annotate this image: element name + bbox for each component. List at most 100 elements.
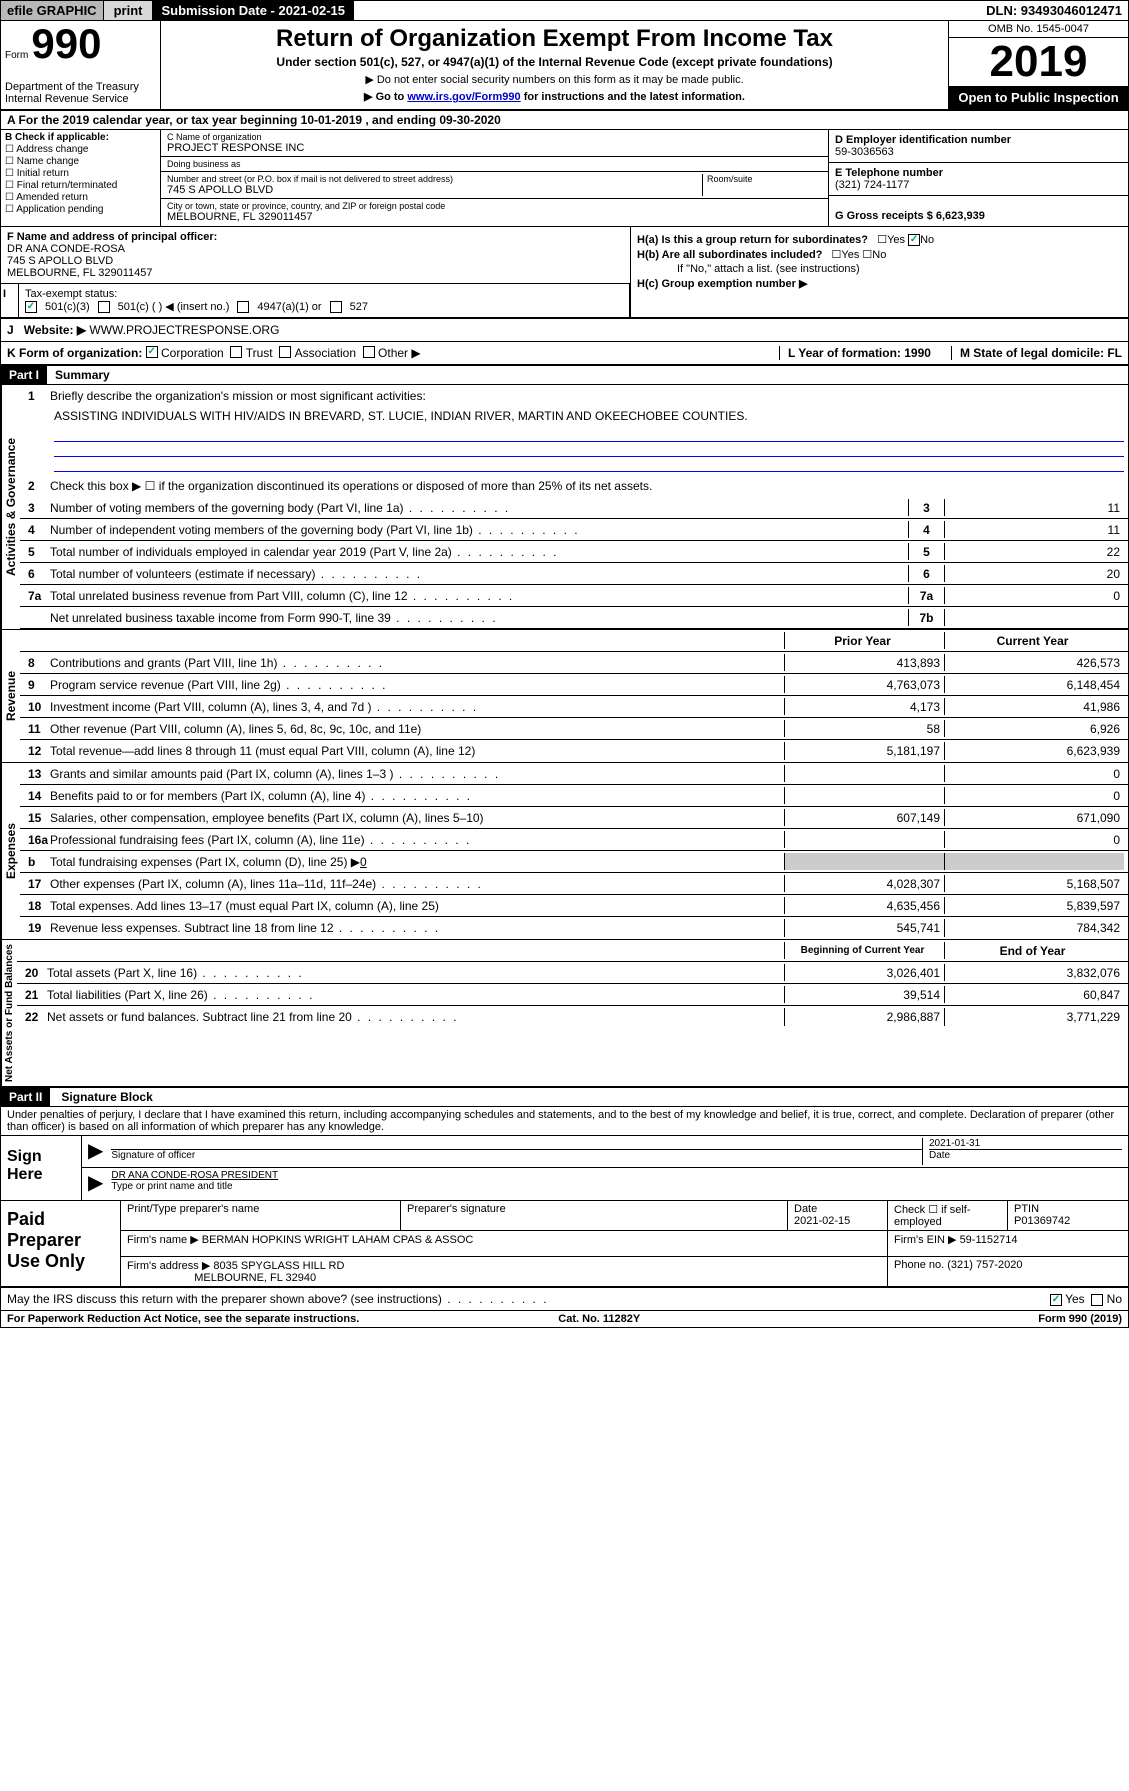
form-subtitle: Under section 501(c), 527, or 4947(a)(1)…	[169, 55, 940, 69]
l10: Investment income (Part VIII, column (A)…	[50, 700, 784, 714]
part1-tag: Part I	[1, 366, 47, 384]
section-c: C Name of organization PROJECT RESPONSE …	[161, 130, 828, 226]
hb-label: H(b) Are all subordinates included?	[637, 249, 822, 261]
l16b: Total fundraising expenses (Part IX, col…	[50, 855, 784, 869]
addr-label: Number and street (or P.O. box if mail i…	[167, 174, 702, 184]
chk-final-return[interactable]: ☐ Final return/terminated	[5, 180, 156, 191]
l7b: Net unrelated business taxable income fr…	[50, 611, 908, 625]
arrow-icon: ▶	[88, 1138, 111, 1165]
tax-status: Tax-exempt status: 501(c)(3) 501(c) ( ) …	[19, 284, 630, 317]
efile-graphic-button[interactable]: efile GRAPHIC	[1, 1, 104, 20]
officer-addr2: MELBOURNE, FL 329011457	[7, 267, 153, 279]
goto-prefix: ▶ Go to	[364, 91, 407, 103]
firm-phone-label: Phone no.	[894, 1259, 944, 1271]
l18: Total expenses. Add lines 13–17 (must eq…	[50, 899, 784, 913]
l20: Total assets (Part X, line 16)	[47, 966, 784, 980]
firm-ein: 59-1152714	[960, 1234, 1018, 1246]
room-label: Room/suite	[707, 174, 822, 184]
firm-addr2: MELBOURNE, FL 32940	[194, 1272, 316, 1284]
vlabel-expenses: Expenses	[1, 763, 20, 939]
v3: 11	[944, 499, 1124, 516]
chk-501c[interactable]	[98, 301, 110, 313]
firm-ein-label: Firm's EIN ▶	[894, 1234, 957, 1246]
chk-name-change[interactable]: ☐ Name change	[5, 156, 156, 167]
sign-here-label: Sign Here	[1, 1136, 81, 1200]
discuss-yes[interactable]	[1050, 1294, 1062, 1306]
chk-trust[interactable]	[230, 346, 242, 358]
city-value: MELBOURNE, FL 329011457	[167, 211, 313, 223]
l7a: Total unrelated business revenue from Pa…	[50, 589, 908, 603]
l14: Benefits paid to or for members (Part IX…	[50, 789, 784, 803]
sig-date-label: Date	[929, 1149, 1122, 1161]
v5: 22	[944, 543, 1124, 560]
chk-amended-return[interactable]: ☐ Amended return	[5, 192, 156, 203]
chk-app-pending[interactable]: ☐ Application pending	[5, 204, 156, 215]
perjury-declaration: Under penalties of perjury, I declare th…	[1, 1107, 1128, 1135]
l8: Contributions and grants (Part VIII, lin…	[50, 656, 784, 670]
sig-date-value: 2021-01-31	[929, 1138, 980, 1149]
form-title-block: Return of Organization Exempt From Incom…	[161, 21, 948, 109]
l21: Total liabilities (Part X, line 26)	[47, 988, 784, 1002]
l15: Salaries, other compensation, employee b…	[50, 811, 784, 825]
chk-address-change[interactable]: ☐ Address change	[5, 144, 156, 155]
v6: 20	[944, 565, 1124, 582]
l5: Total number of individuals employed in …	[50, 545, 908, 559]
form-body: Form 990 Department of the Treasury Inte…	[0, 21, 1129, 1328]
hdr-begin: Beginning of Current Year	[784, 942, 944, 959]
l16a: Professional fundraising fees (Part IX, …	[50, 833, 784, 847]
irs-link[interactable]: www.irs.gov/Form990	[407, 91, 520, 103]
ha-label: H(a) Is this a group return for subordin…	[637, 234, 868, 246]
goto-suffix: for instructions and the latest informat…	[521, 91, 745, 103]
l13: Grants and similar amounts paid (Part IX…	[50, 767, 784, 781]
discuss-question: May the IRS discuss this return with the…	[7, 1292, 549, 1306]
phone-value: (321) 724-1177	[835, 179, 909, 191]
row-j: J Website: ▶ WWW.PROJECTRESPONSE.ORG	[1, 319, 1128, 342]
year-formation: L Year of formation: 1990	[779, 346, 931, 360]
l11: Other revenue (Part VIII, column (A), li…	[50, 722, 784, 736]
hb-note: If "No," attach a list. (see instruction…	[637, 263, 1122, 275]
l17: Other expenses (Part IX, column (A), lin…	[50, 877, 784, 891]
chk-501c3[interactable]	[25, 301, 37, 313]
l19: Revenue less expenses. Subtract line 18 …	[50, 921, 784, 935]
mission-text: ASSISTING INDIVIDUALS WITH HIV/AIDS IN B…	[20, 407, 1128, 425]
tax-year: 2019	[949, 38, 1128, 86]
prep-sig-label: Preparer's signature	[401, 1201, 788, 1230]
print-button[interactable]: print	[104, 1, 154, 20]
goto-note: ▶ Go to www.irs.gov/Form990 for instruct…	[169, 90, 940, 103]
firm-addr1: 8035 SPYGLASS HILL RD	[213, 1260, 344, 1272]
l3: Number of voting members of the governin…	[50, 501, 908, 515]
prep-date-label: Date	[794, 1203, 817, 1215]
paid-preparer-label: Paid Preparer Use Only	[1, 1201, 121, 1286]
section-h: H(a) Is this a group return for subordin…	[631, 227, 1128, 317]
firm-phone: (321) 757-2020	[947, 1259, 1022, 1271]
hdr-end: End of Year	[944, 942, 1124, 959]
paperwork-notice: For Paperwork Reduction Act Notice, see …	[7, 1313, 359, 1325]
form-number: 990	[31, 20, 101, 67]
l12: Total revenue—add lines 8 through 11 (mu…	[50, 744, 784, 758]
firm-name-label: Firm's name ▶	[127, 1234, 199, 1246]
chk-corporation[interactable]	[146, 346, 158, 358]
chk-4947[interactable]	[237, 301, 249, 313]
l9: Program service revenue (Part VIII, line…	[50, 678, 784, 692]
print-name-label: Type or print name and title	[111, 1181, 232, 1192]
footer-row: For Paperwork Reduction Act Notice, see …	[1, 1311, 1128, 1327]
vlabel-netassets: Net Assets or Fund Balances	[1, 940, 17, 1086]
g-gross-receipts: G Gross receipts $ 6,623,939	[835, 210, 985, 222]
chk-association[interactable]	[279, 346, 291, 358]
form-title: Return of Organization Exempt From Incom…	[169, 25, 940, 53]
discuss-no[interactable]	[1091, 1294, 1103, 1306]
l22: Net assets or fund balances. Subtract li…	[47, 1010, 784, 1024]
l2: Check this box ▶ ☐ if the organization d…	[50, 479, 1124, 493]
vlabel-governance: Activities & Governance	[1, 385, 20, 629]
prep-name-label: Print/Type preparer's name	[121, 1201, 401, 1230]
ein-value: 59-3036563	[835, 146, 894, 158]
org-name: PROJECT RESPONSE INC	[167, 142, 304, 154]
v4: 11	[944, 521, 1124, 538]
chk-other[interactable]	[363, 346, 375, 358]
chk-initial-return[interactable]: ☐ Initial return	[5, 168, 156, 179]
chk-527[interactable]	[330, 301, 342, 313]
omb-number: OMB No. 1545-0047	[949, 21, 1128, 38]
ha-no[interactable]	[908, 234, 920, 246]
form-word: Form	[5, 50, 28, 61]
ssn-note: ▶ Do not enter social security numbers o…	[169, 73, 940, 86]
